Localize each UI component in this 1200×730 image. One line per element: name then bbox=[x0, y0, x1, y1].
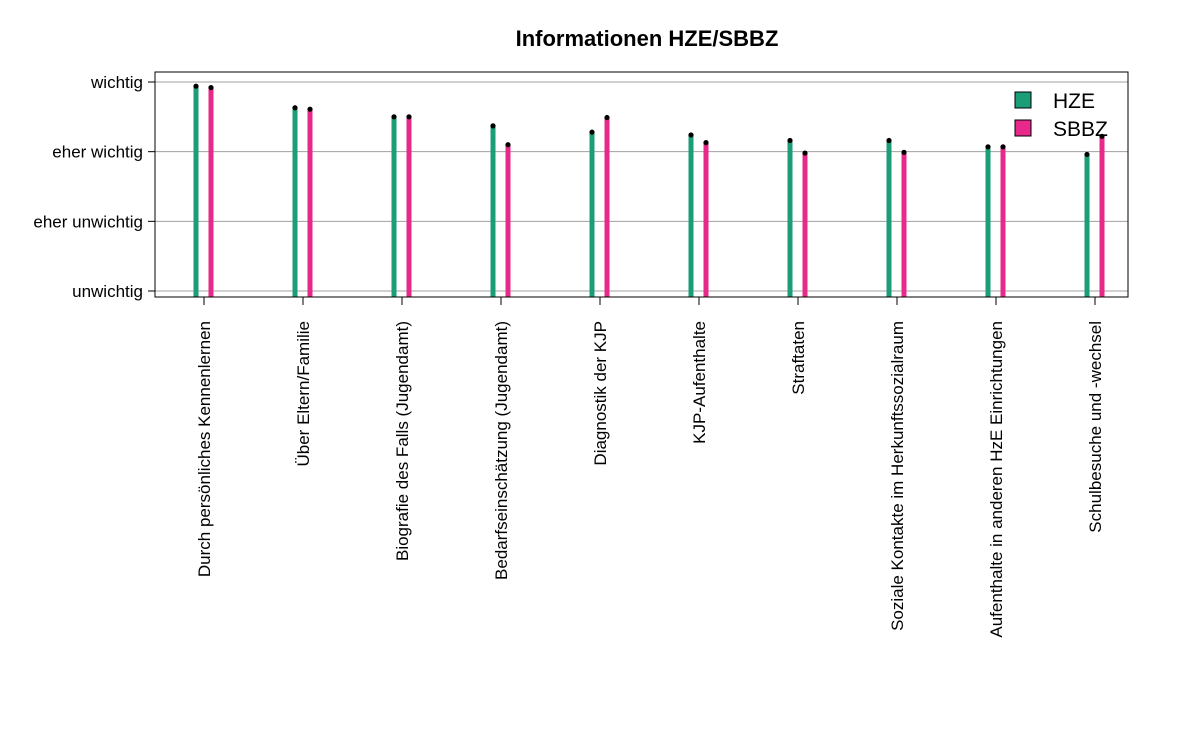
y-tick-label: eher wichtig bbox=[52, 143, 143, 162]
y-tick-label: eher unwichtig bbox=[33, 212, 143, 231]
data-point bbox=[802, 150, 808, 156]
legend-label: SBBZ bbox=[1053, 118, 1108, 141]
chart-title: Informationen HZE/SBBZ bbox=[516, 26, 779, 51]
data-point bbox=[886, 137, 892, 144]
data-point bbox=[703, 140, 709, 146]
data-point bbox=[985, 144, 991, 150]
x-tick-label: KJP-Aufenthalte bbox=[690, 321, 709, 444]
plot-frame bbox=[154, 71, 1129, 298]
data-point bbox=[1084, 151, 1090, 158]
data-point bbox=[688, 132, 694, 138]
data-point bbox=[208, 84, 214, 91]
grid-lines bbox=[155, 81, 1128, 292]
data-point bbox=[391, 114, 397, 120]
data-point bbox=[1099, 133, 1105, 139]
data-point bbox=[292, 105, 298, 111]
data-point bbox=[787, 137, 793, 144]
data-point bbox=[589, 129, 595, 135]
legend: HZE SBBZ bbox=[1014, 90, 1108, 141]
data-point bbox=[307, 106, 313, 112]
bars bbox=[193, 86, 1105, 297]
x-tick-label: Aufenthalte in anderen HzE Einrichtungen bbox=[987, 321, 1006, 638]
x-tick-label: Schulbesuche und -wechsel bbox=[1086, 321, 1105, 533]
data-point bbox=[901, 149, 907, 155]
x-tick-label: Straftaten bbox=[789, 321, 808, 395]
y-tick-label: wichtig bbox=[90, 73, 143, 92]
data-point bbox=[505, 142, 511, 148]
legend-label: HZE bbox=[1053, 90, 1095, 113]
data-point bbox=[193, 83, 199, 89]
points bbox=[193, 83, 1105, 158]
y-tick-label: unwichtig bbox=[72, 282, 143, 301]
legend-swatch bbox=[1014, 91, 1032, 109]
data-point bbox=[1000, 144, 1006, 150]
x-tick-label: Bedarfseinschätzung (Jugendamt) bbox=[492, 321, 511, 580]
data-point bbox=[406, 114, 412, 120]
x-axis: Durch persönliches Kennenlernen Über Elte… bbox=[195, 297, 1105, 638]
x-tick-label: Diagnostik der KJP bbox=[591, 321, 610, 466]
x-tick-label: Soziale Kontakte im Herkunftssozialraum bbox=[888, 321, 907, 631]
data-point bbox=[490, 123, 496, 129]
legend-swatch bbox=[1014, 119, 1032, 137]
x-tick-label: Über Eltern/Familie bbox=[294, 321, 313, 467]
x-tick-label: Durch persönliches Kennenlernen bbox=[195, 321, 214, 577]
x-tick-label: Biografie des Falls (Jugendamt) bbox=[393, 321, 412, 561]
data-point bbox=[604, 114, 610, 121]
y-axis: unwichtig eher unwichtig eher wichtig wicht… bbox=[33, 73, 155, 301]
